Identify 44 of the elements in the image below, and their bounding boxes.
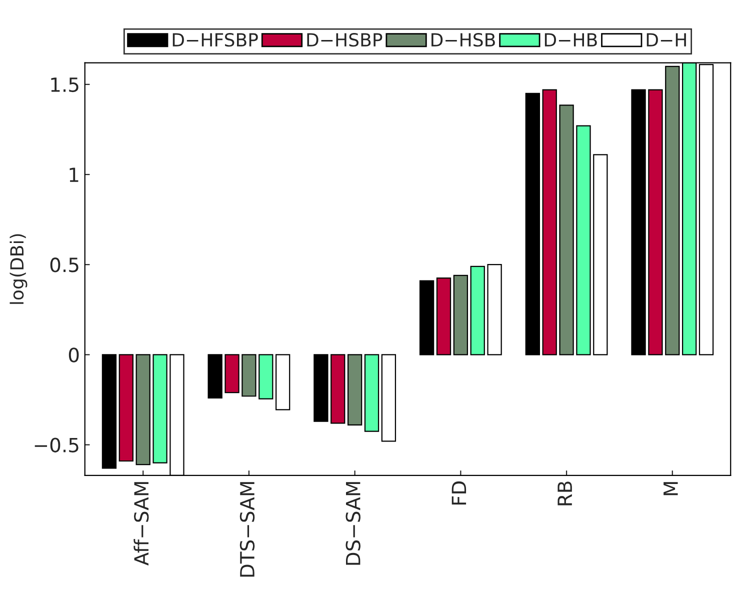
bar	[347, 354, 362, 426]
legend-label: D−H	[646, 33, 686, 46]
bar	[453, 274, 468, 356]
x-tick-label: DTS−SAM	[240, 482, 255, 577]
bar	[665, 66, 680, 356]
legend-label: D−HB	[544, 33, 597, 46]
x-tick-label: DS−SAM	[346, 482, 360, 565]
bar	[224, 354, 240, 394]
bar	[258, 354, 274, 400]
y-tick-label: 1.5	[51, 78, 78, 92]
y-tick-label: −0.5	[34, 438, 78, 452]
x-tick-label: FD	[452, 481, 466, 505]
bar	[208, 354, 222, 398]
bar	[276, 354, 290, 410]
bar	[314, 354, 328, 422]
legend-label: D−HSBP	[307, 32, 382, 47]
bar	[364, 354, 380, 432]
x-tick-label: M	[664, 482, 678, 496]
bar	[136, 354, 150, 466]
y-tick-label: 1	[70, 168, 78, 182]
y-tick-label: 0.5	[50, 258, 78, 272]
bar	[470, 266, 485, 356]
bar	[559, 104, 574, 356]
x-tick-label: RB	[558, 482, 572, 506]
y-axis-title: log(DBi)	[10, 234, 28, 304]
bar	[381, 354, 396, 442]
bar	[436, 278, 452, 356]
bar	[242, 354, 256, 397]
bar	[631, 89, 646, 356]
bar	[102, 354, 117, 469]
bar	[330, 354, 346, 424]
bar	[419, 280, 434, 356]
bar	[525, 92, 540, 356]
bar	[593, 154, 608, 356]
bar	[118, 354, 134, 462]
bar	[576, 125, 591, 356]
bar	[542, 89, 557, 356]
bar	[152, 354, 168, 464]
bar	[487, 264, 502, 356]
x-tick-label: Aff−SAM	[134, 482, 149, 566]
legend-label: D−HFSBP	[172, 32, 258, 47]
y-tick-label: 0	[68, 348, 79, 362]
bar	[648, 89, 663, 356]
legend-label: D−HSB	[432, 32, 495, 47]
